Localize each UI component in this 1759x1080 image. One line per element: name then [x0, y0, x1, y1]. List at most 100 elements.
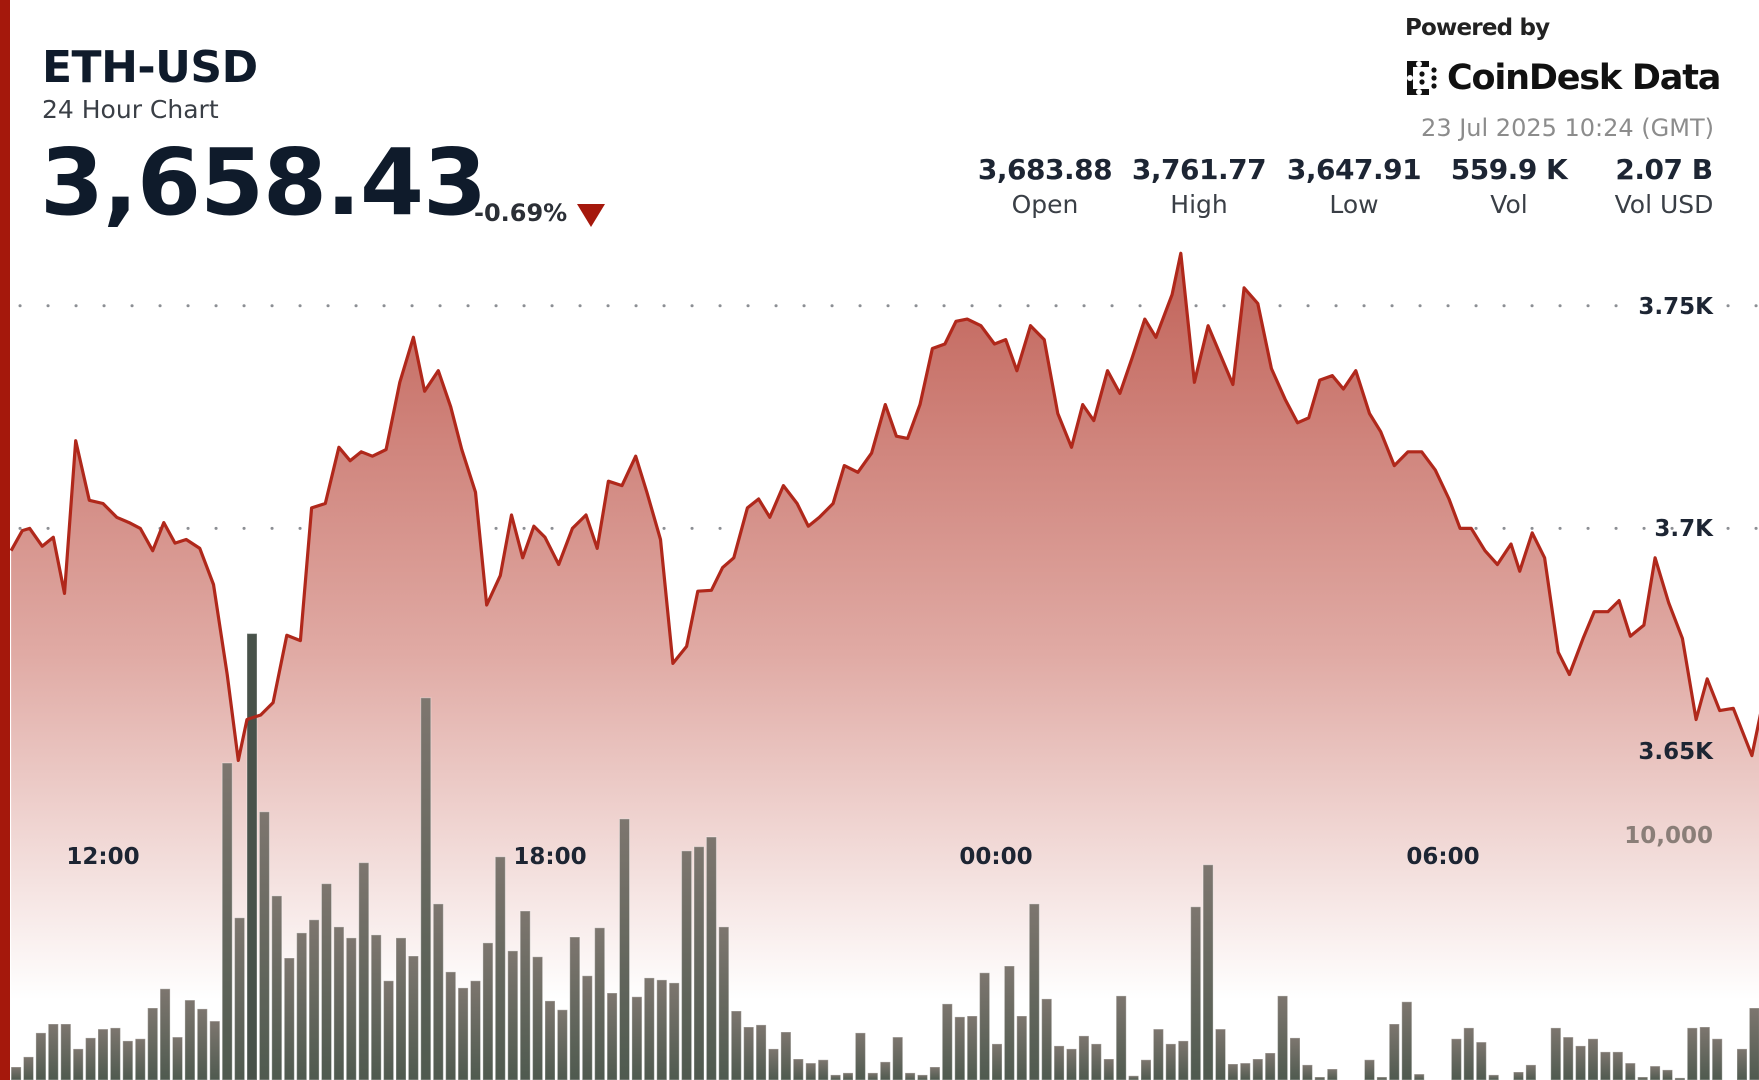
- volume-bars: [10, 633, 1759, 1080]
- volume-bar: [1028, 903, 1040, 1080]
- volume-bar: [892, 1036, 904, 1080]
- volume-bar: [929, 1066, 941, 1080]
- volume-bar: [47, 1023, 59, 1080]
- volume-bar: [1525, 1064, 1537, 1080]
- volume-bar: [221, 762, 233, 1080]
- volume-bar: [457, 987, 469, 1080]
- volume-bar: [830, 1074, 842, 1080]
- volume-bar: [1575, 1045, 1587, 1080]
- volume-bar: [1624, 1062, 1636, 1080]
- volume-bar: [10, 1066, 22, 1080]
- stat-label: High: [1170, 190, 1228, 219]
- volume-bar: [283, 957, 295, 1080]
- volume-bar: [1662, 1069, 1673, 1080]
- volume-bar: [1128, 1075, 1140, 1080]
- price-tick-label: 3.65K: [1638, 739, 1714, 765]
- price-line: [9, 251, 1759, 762]
- volume-bar: [730, 1010, 742, 1080]
- stat-label: Vol USD: [1614, 190, 1714, 219]
- stats-row: 3,683.88 Open 3,761.77 High 3,647.91 Low…: [0, 153, 1759, 233]
- volume-bar: [407, 955, 419, 1080]
- time-tick-label: 00:00: [959, 844, 1032, 870]
- stat-label: Open: [1011, 190, 1079, 219]
- volume-bar: [1177, 1040, 1189, 1080]
- volume-bar: [705, 836, 717, 1080]
- volume-bar: [619, 818, 630, 1080]
- stat-high: 3,761.77 High: [1114, 153, 1284, 219]
- price-tick-label: 3.7K: [1654, 516, 1714, 542]
- time-tick-label: 18:00: [513, 844, 586, 870]
- stat-vol-usd: 2.07 B Vol USD: [1579, 153, 1749, 219]
- volume-bar: [23, 1056, 34, 1080]
- stat-label: Vol: [1490, 190, 1528, 219]
- volume-bar: [966, 1015, 978, 1080]
- volume-bar: [1513, 1071, 1524, 1080]
- time-tick-label: 12:00: [66, 844, 139, 870]
- volume-bar: [941, 1003, 953, 1080]
- volume-bar: [1711, 1038, 1723, 1080]
- volume-bar: [1699, 1026, 1711, 1080]
- volume-bar: [1289, 1037, 1301, 1080]
- stat-value: 3,647.91: [1286, 153, 1422, 186]
- volume-bar: [134, 1038, 146, 1080]
- volume-bar: [1301, 1064, 1313, 1080]
- volume-bar: [1078, 1035, 1090, 1080]
- stat-value: 3,761.77: [1131, 153, 1267, 186]
- volume-bar: [1053, 1045, 1065, 1080]
- timestamp: 23 Jul 2025 10:24 (GMT): [1421, 114, 1714, 142]
- volume-bar: [532, 956, 544, 1080]
- volume-bar: [1326, 1068, 1338, 1080]
- volume-bar: [1450, 1038, 1462, 1080]
- volume-bar: [122, 1040, 134, 1080]
- volume-bar: [718, 926, 730, 1080]
- price-tick-label: 3.75K: [1638, 294, 1714, 320]
- stat-open: 3,683.88 Open: [960, 153, 1130, 219]
- volume-bar: [1599, 1051, 1611, 1080]
- volume-bar: [1016, 1015, 1028, 1080]
- volume-bar: [755, 1024, 767, 1080]
- volume-bar: [879, 1061, 891, 1080]
- volume-bar: [1649, 1065, 1661, 1080]
- volume-bar: [519, 910, 531, 1080]
- volume-bar: [296, 932, 308, 1080]
- volume-bar: [581, 975, 593, 1080]
- price-axis-labels: 3.65K 3.7K 3.75K 10,000: [1624, 294, 1714, 849]
- volume-bar: [1227, 1063, 1239, 1080]
- volume-bar: [383, 980, 395, 1080]
- volume-bar: [842, 1072, 854, 1080]
- volume-bar: [1736, 1048, 1748, 1080]
- volume-bar: [432, 903, 444, 1080]
- volume-bar: [1463, 1027, 1475, 1080]
- accent-bar: [0, 0, 10, 1080]
- volume-bar: [556, 1009, 568, 1080]
- volume-bar: [979, 972, 991, 1080]
- volume-bar: [370, 934, 382, 1080]
- volume-bar: [358, 862, 370, 1080]
- volume-bar: [854, 1032, 866, 1080]
- volume-bar: [196, 1008, 208, 1080]
- powered-by-label: Powered by: [1405, 15, 1550, 41]
- volume-bar: [1686, 1027, 1698, 1080]
- volume-bar: [1562, 1036, 1574, 1080]
- volume-bar: [1748, 1007, 1759, 1080]
- volume-bar: [1550, 1027, 1562, 1080]
- coindesk-data-logo: CoinDesk Data: [1405, 58, 1721, 98]
- volume-bar: [954, 1016, 966, 1080]
- volume-bar: [1364, 1059, 1375, 1080]
- volume-bar: [693, 846, 705, 1080]
- volume-bar: [1066, 1048, 1077, 1080]
- volume-bar: [159, 988, 171, 1080]
- stat-label: Low: [1329, 190, 1379, 219]
- volume-bar: [85, 1037, 97, 1080]
- volume-bar: [494, 856, 506, 1080]
- stat-vol: 559.9 K Vol: [1424, 153, 1594, 219]
- current-price: 3,658.43: [40, 129, 487, 236]
- stat-value: 559.9 K: [1450, 153, 1568, 186]
- volume-bar: [867, 1072, 879, 1080]
- volume-bar: [345, 937, 357, 1080]
- volume-bar: [234, 917, 246, 1080]
- volume-bar: [643, 977, 655, 1080]
- volume-bar: [482, 942, 494, 1080]
- volume-bar: [780, 1031, 792, 1080]
